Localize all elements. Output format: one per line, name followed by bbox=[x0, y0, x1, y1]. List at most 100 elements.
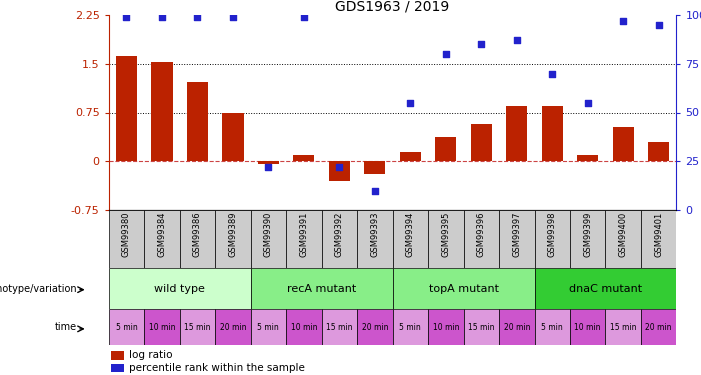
Bar bbox=[258, 161, 279, 164]
Point bbox=[653, 22, 665, 28]
Bar bbox=[365, 161, 386, 174]
Point bbox=[511, 38, 522, 44]
Text: recA mutant: recA mutant bbox=[287, 284, 356, 294]
Text: 15 min: 15 min bbox=[184, 322, 210, 332]
Text: GSM99395: GSM99395 bbox=[442, 212, 450, 257]
Text: topA mutant: topA mutant bbox=[428, 284, 498, 294]
Text: 10 min: 10 min bbox=[291, 322, 317, 332]
Point bbox=[334, 164, 345, 170]
Bar bbox=[215, 210, 251, 268]
Bar bbox=[428, 309, 463, 345]
Point bbox=[547, 70, 558, 76]
Point bbox=[440, 51, 451, 57]
Point bbox=[156, 14, 168, 20]
Text: GSM99393: GSM99393 bbox=[370, 212, 379, 257]
Text: GSM99390: GSM99390 bbox=[264, 212, 273, 257]
Bar bbox=[499, 309, 535, 345]
Bar bbox=[400, 152, 421, 161]
Point bbox=[582, 100, 593, 106]
Point bbox=[369, 188, 381, 194]
Text: GSM99397: GSM99397 bbox=[512, 212, 522, 257]
Point bbox=[298, 14, 309, 20]
Bar bbox=[463, 210, 499, 268]
Text: 10 min: 10 min bbox=[433, 322, 459, 332]
Point bbox=[263, 164, 274, 170]
Text: GSM99399: GSM99399 bbox=[583, 212, 592, 257]
Bar bbox=[641, 210, 676, 268]
Text: 10 min: 10 min bbox=[575, 322, 601, 332]
Bar bbox=[179, 309, 215, 345]
Bar bbox=[641, 309, 676, 345]
Text: GSM99394: GSM99394 bbox=[406, 212, 415, 257]
Text: 5 min: 5 min bbox=[400, 322, 421, 332]
Text: 5 min: 5 min bbox=[541, 322, 563, 332]
Bar bbox=[151, 63, 172, 161]
Bar bbox=[109, 309, 144, 345]
Bar bbox=[535, 210, 570, 268]
Bar bbox=[111, 364, 124, 372]
Point bbox=[227, 14, 238, 20]
Bar bbox=[393, 268, 535, 309]
Text: 5 min: 5 min bbox=[257, 322, 279, 332]
Bar bbox=[179, 210, 215, 268]
Bar bbox=[393, 210, 428, 268]
Text: GSM99392: GSM99392 bbox=[335, 212, 343, 257]
Text: log ratio: log ratio bbox=[128, 350, 172, 360]
Text: GSM99398: GSM99398 bbox=[547, 212, 557, 257]
Point bbox=[121, 14, 132, 20]
Bar bbox=[251, 210, 286, 268]
Bar bbox=[111, 351, 124, 360]
Text: GSM99384: GSM99384 bbox=[158, 212, 166, 257]
Bar bbox=[251, 309, 286, 345]
Bar bbox=[535, 268, 676, 309]
Bar bbox=[286, 210, 322, 268]
Text: GSM99396: GSM99396 bbox=[477, 212, 486, 257]
Bar bbox=[222, 112, 243, 161]
Bar bbox=[144, 210, 179, 268]
Text: GSM99380: GSM99380 bbox=[122, 212, 131, 257]
Title: GDS1963 / 2019: GDS1963 / 2019 bbox=[336, 0, 449, 14]
Bar bbox=[144, 309, 179, 345]
Text: percentile rank within the sample: percentile rank within the sample bbox=[128, 363, 304, 373]
Bar bbox=[470, 123, 492, 161]
Text: 15 min: 15 min bbox=[326, 322, 353, 332]
Text: 20 min: 20 min bbox=[503, 322, 530, 332]
Bar bbox=[293, 155, 315, 161]
Text: time: time bbox=[55, 322, 77, 332]
Point bbox=[404, 100, 416, 106]
Bar bbox=[535, 309, 570, 345]
Bar bbox=[357, 210, 393, 268]
Text: wild type: wild type bbox=[154, 284, 205, 294]
Text: 20 min: 20 min bbox=[362, 322, 388, 332]
Text: genotype/variation: genotype/variation bbox=[0, 285, 77, 294]
Point bbox=[476, 41, 487, 47]
Bar bbox=[463, 309, 499, 345]
Bar bbox=[648, 142, 669, 161]
Bar bbox=[577, 155, 599, 161]
Bar bbox=[329, 161, 350, 181]
Bar bbox=[322, 309, 357, 345]
Bar bbox=[606, 309, 641, 345]
Point bbox=[618, 18, 629, 24]
Bar bbox=[186, 82, 208, 161]
Bar bbox=[506, 106, 527, 161]
Bar bbox=[109, 210, 144, 268]
Bar bbox=[542, 106, 563, 161]
Bar bbox=[116, 56, 137, 161]
Text: 20 min: 20 min bbox=[646, 322, 672, 332]
Bar bbox=[109, 268, 251, 309]
Bar bbox=[286, 309, 322, 345]
Bar bbox=[428, 210, 463, 268]
Text: 10 min: 10 min bbox=[149, 322, 175, 332]
Bar bbox=[606, 210, 641, 268]
Bar bbox=[357, 309, 393, 345]
Text: 5 min: 5 min bbox=[116, 322, 137, 332]
Bar bbox=[393, 309, 428, 345]
Bar bbox=[435, 136, 456, 161]
Text: GSM99401: GSM99401 bbox=[654, 212, 663, 257]
Text: 15 min: 15 min bbox=[610, 322, 637, 332]
Bar bbox=[215, 309, 251, 345]
Bar bbox=[322, 210, 357, 268]
Text: GSM99389: GSM99389 bbox=[229, 212, 238, 257]
Bar bbox=[570, 309, 606, 345]
